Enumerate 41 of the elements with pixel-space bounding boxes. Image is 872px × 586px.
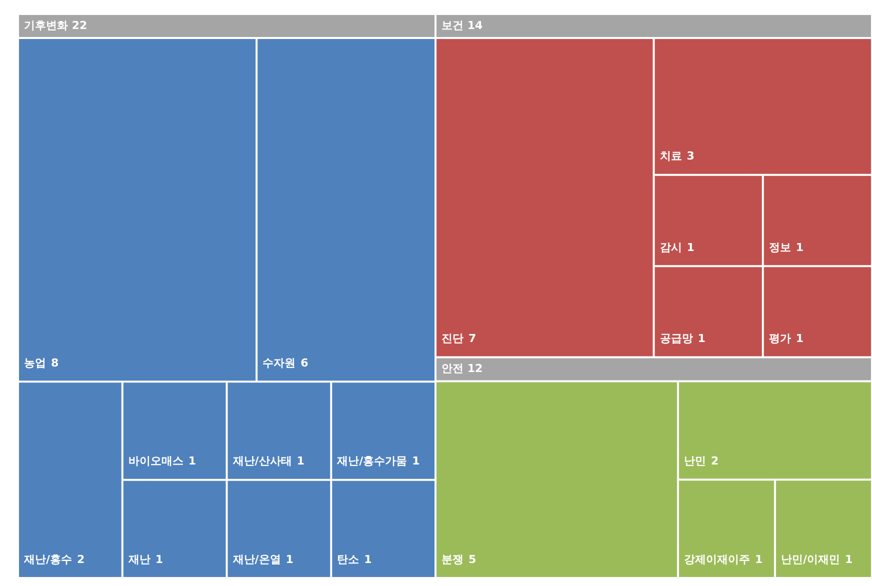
- category-label: 치료: [660, 150, 682, 163]
- text: 기후변화 22: [24, 18, 88, 32]
- category-label: 정보: [768, 240, 791, 254]
- data-label: 1: [364, 552, 372, 566]
- data-label: 1: [755, 552, 763, 566]
- data-label: 3: [686, 150, 694, 163]
- category-label: 강제이재이주: [684, 552, 750, 566]
- data-label: 1: [796, 240, 804, 254]
- data-label: 1: [845, 552, 853, 566]
- data-label: 6: [300, 356, 309, 370]
- category-label: 공급망: [660, 332, 693, 346]
- data-label: 1: [286, 552, 294, 566]
- category-label: 탄소: [337, 552, 360, 566]
- data-label: 8: [51, 356, 59, 370]
- data-label: 7: [468, 332, 476, 346]
- category-label: 재난/홍수: [23, 552, 72, 566]
- category-label: 난민: [684, 454, 706, 468]
- category-label: 수자원: [262, 356, 296, 370]
- category-label: 농업: [24, 356, 46, 370]
- category-label: 감시: [660, 240, 682, 254]
- category-label: 재난: [127, 552, 150, 566]
- category-label: 분쟁: [442, 552, 464, 566]
- category-label: 재난/홍수가뭄: [336, 454, 408, 468]
- text: 보건 14: [442, 18, 483, 32]
- category-label: 바이오매스: [128, 454, 184, 468]
- data-label: 5: [468, 552, 476, 566]
- data-label: 1: [155, 552, 164, 566]
- data-label: 1: [796, 332, 804, 346]
- category-label: 재난/산사태: [232, 454, 292, 468]
- data-label: 1: [188, 454, 196, 468]
- data-label: 1: [296, 454, 304, 468]
- text: 안전 12: [442, 362, 483, 376]
- category-label: 진단: [442, 332, 464, 346]
- data-label: 2: [711, 454, 719, 468]
- data-label: 2: [77, 552, 85, 566]
- data-label: 1: [698, 332, 706, 346]
- category-label: 재난/온열: [232, 552, 281, 566]
- category-label: 난민/이재민: [781, 552, 840, 566]
- data-label: 1: [412, 454, 420, 468]
- data-label: 1: [686, 240, 694, 254]
- category-label: 평가: [768, 332, 791, 346]
